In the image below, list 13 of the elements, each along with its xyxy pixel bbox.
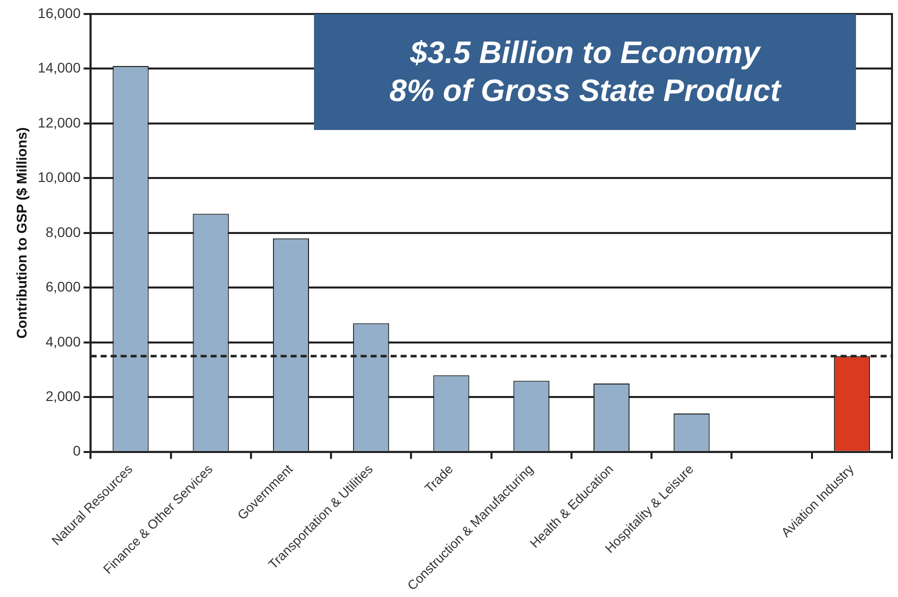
y-tick-label: 6,000 [46, 278, 81, 295]
y-tick-label: 0 [72, 442, 81, 459]
y-tick-label: 10,000 [38, 169, 81, 186]
y-tick-label: 14,000 [38, 60, 81, 76]
y-tick-label: 12,000 [38, 114, 81, 130]
callout-box: $3.5 Billion to Economy 8% of Gross State Product [314, 14, 856, 130]
y-tick-label: 2,000 [46, 388, 81, 404]
annotation: $3.5 Billion to Economy [409, 34, 762, 72]
y-tick-label: 4,000 [46, 333, 81, 350]
y-tick-label: 8,000 [46, 224, 81, 240]
y-tick-label: 16,000 [38, 4, 81, 21]
y-axis-title: Contribution to GSP ($ Millions) [13, 127, 30, 339]
annotation: 8% of Gross State Product [388, 72, 782, 110]
